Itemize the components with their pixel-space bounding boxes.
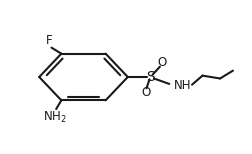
Text: S: S bbox=[146, 70, 154, 84]
Text: NH$_2$: NH$_2$ bbox=[43, 110, 67, 125]
Text: NH: NH bbox=[173, 79, 191, 92]
Text: O: O bbox=[157, 56, 166, 69]
Text: F: F bbox=[46, 34, 53, 47]
Text: O: O bbox=[141, 86, 150, 99]
